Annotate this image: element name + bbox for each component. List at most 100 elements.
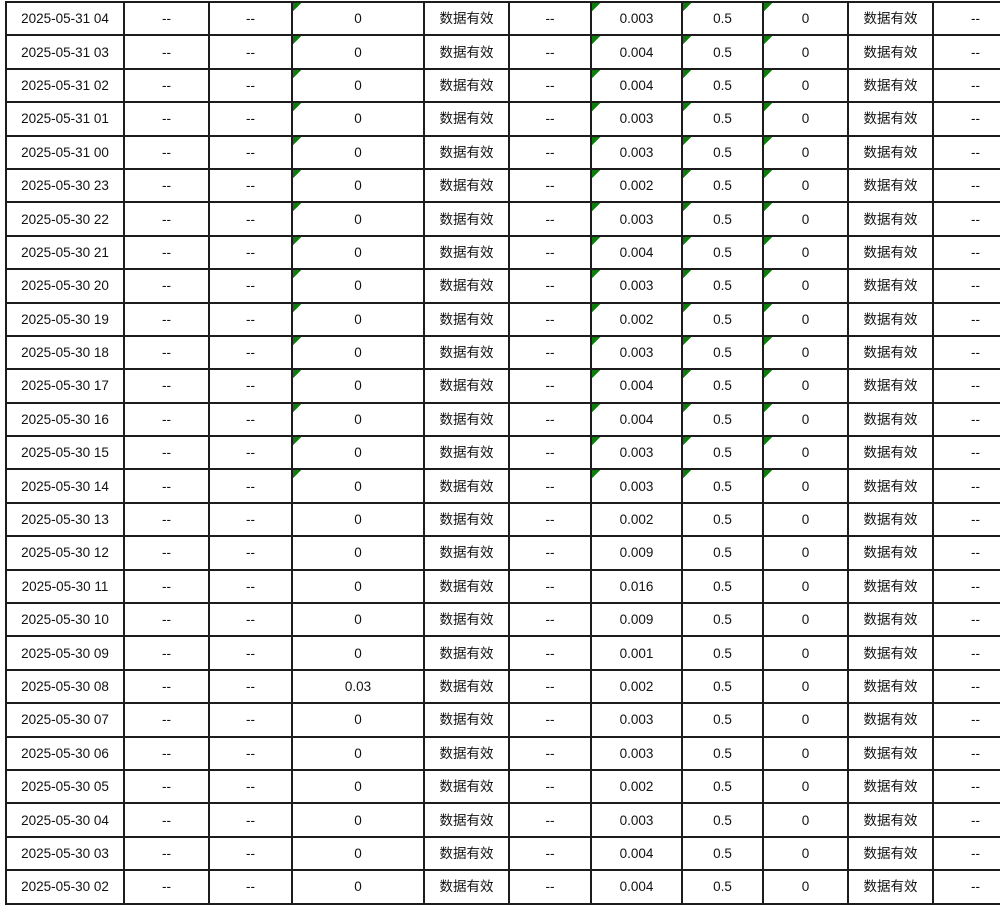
data-cell: --: [208, 67, 293, 104]
data-cell: 0.003: [590, 702, 683, 738]
data-cell: 数据有效: [423, 835, 510, 872]
cell-value: 数据有效: [439, 178, 494, 194]
data-cell: 0: [291, 401, 425, 438]
cell-value: 0: [354, 478, 362, 494]
cell-value: 0: [801, 578, 810, 594]
data-cell: 0.5: [681, 334, 764, 371]
cell-value: 数据有效: [439, 779, 494, 795]
cell-value: --: [545, 679, 555, 694]
data-cell: --: [508, 134, 592, 170]
data-cell: --: [123, 268, 210, 304]
cell-flag-icon: [294, 271, 301, 279]
cell-value: 0.5: [713, 411, 732, 427]
cell-value: 0.5: [713, 111, 732, 127]
cell-value: 0: [801, 44, 810, 60]
cell-value: --: [545, 311, 555, 327]
cell-value: 0.002: [619, 512, 654, 528]
data-cell: --: [932, 234, 1000, 271]
cell-value: --: [545, 11, 555, 27]
data-cell: 0.5: [681, 735, 764, 771]
data-cell: --: [208, 501, 293, 538]
cell-value: 2025-05-31 03: [21, 44, 109, 60]
timestamp-cell: 2025-05-31 04: [5, 0, 125, 37]
data-cell: 0: [762, 201, 849, 237]
data-cell: --: [932, 134, 1000, 170]
cell-value: --: [971, 278, 980, 294]
cell-value: 0.5: [713, 612, 732, 628]
table-row: 2025-05-30 12 -- -- 0 数据有效 -- 0.009 0.5 0 数据有效 --: [5, 535, 1000, 571]
cell-value: 数据有效: [863, 11, 918, 27]
cell-value: 0: [801, 445, 810, 461]
timestamp-cell: 2025-05-31 03: [5, 34, 125, 70]
cell-flag-icon: [684, 70, 691, 78]
cell-flag-icon: [765, 104, 772, 112]
data-cell: 0: [291, 34, 425, 70]
cell-value: 0.001: [619, 645, 654, 661]
cell-value: --: [162, 578, 171, 594]
data-cell: 0.004: [590, 368, 683, 404]
data-cell: --: [123, 735, 210, 771]
data-cell: --: [508, 34, 592, 70]
table-row: 2025-05-30 08 -- -- 0.03 数据有效 -- 0.002 0.5 0 数据有效…: [5, 668, 1000, 705]
cell-value: 数据有效: [439, 378, 494, 394]
data-cell: --: [208, 735, 293, 771]
cell-flag-icon: [593, 471, 600, 479]
data-cell: --: [508, 268, 592, 304]
cell-value: 0.5: [713, 578, 732, 594]
table-row: 2025-05-30 14 -- -- 0 数据有效 -- 0.003 0.5 0 数据有效 --: [5, 468, 1000, 504]
data-cell: 数据有效: [847, 234, 934, 271]
cell-value: 0: [354, 378, 362, 394]
cell-value: 0: [354, 845, 362, 861]
data-cell: 数据有效: [847, 468, 934, 504]
cell-value: 0.5: [713, 178, 732, 194]
data-cell: 0: [762, 401, 849, 438]
cell-value: --: [971, 745, 980, 761]
data-cell: --: [932, 368, 1000, 404]
cell-value: --: [545, 545, 555, 561]
cell-value: 0.5: [713, 478, 732, 494]
cell-value: --: [971, 378, 980, 394]
cell-value: 2025-05-30 02: [21, 879, 109, 895]
cell-value: 0: [801, 244, 810, 260]
cell-value: 数据有效: [439, 411, 494, 427]
cell-value: 0.5: [713, 244, 732, 260]
cell-value: --: [246, 679, 255, 694]
timestamp-cell: 2025-05-30 02: [5, 869, 125, 905]
data-cell: 0.009: [590, 535, 683, 571]
cell-value: 0: [801, 812, 810, 828]
data-cell: --: [123, 67, 210, 104]
timestamp-cell: 2025-05-30 15: [5, 435, 125, 471]
cell-value: --: [545, 812, 555, 828]
cell-value: 0.5: [713, 211, 732, 227]
cell-value: 0.003: [619, 211, 654, 227]
cell-value: --: [971, 144, 980, 160]
data-cell: 数据有效: [847, 869, 934, 905]
cell-value: 0.003: [619, 812, 654, 828]
cell-value: 0.003: [619, 11, 654, 27]
data-cell: 数据有效: [423, 34, 510, 70]
cell-flag-icon: [765, 438, 772, 446]
cell-value: 0.5: [713, 712, 732, 728]
cell-value: --: [246, 879, 255, 895]
cell-value: 0.03: [344, 679, 372, 694]
cell-value: 0.003: [619, 745, 654, 761]
data-cell: --: [932, 702, 1000, 738]
cell-value: --: [246, 77, 255, 93]
cell-value: 0.5: [713, 278, 732, 294]
cell-value: 2025-05-30 12: [21, 545, 109, 561]
cell-value: 2025-05-30 13: [21, 512, 109, 528]
data-cell: --: [932, 835, 1000, 872]
cell-value: 0.004: [619, 244, 654, 260]
cell-value: 数据有效: [439, 612, 494, 628]
cell-value: 0: [354, 445, 362, 461]
data-cell: 数据有效: [423, 201, 510, 237]
data-cell: 0.002: [590, 501, 683, 538]
cell-flag-icon: [294, 137, 301, 145]
cell-value: --: [162, 345, 171, 361]
cell-value: 0.004: [619, 77, 654, 93]
data-cell: 0.004: [590, 835, 683, 872]
cell-value: --: [246, 11, 255, 27]
cell-value: 0.5: [713, 812, 732, 828]
data-cell: 0: [291, 368, 425, 404]
cell-value: 数据有效: [439, 845, 494, 861]
